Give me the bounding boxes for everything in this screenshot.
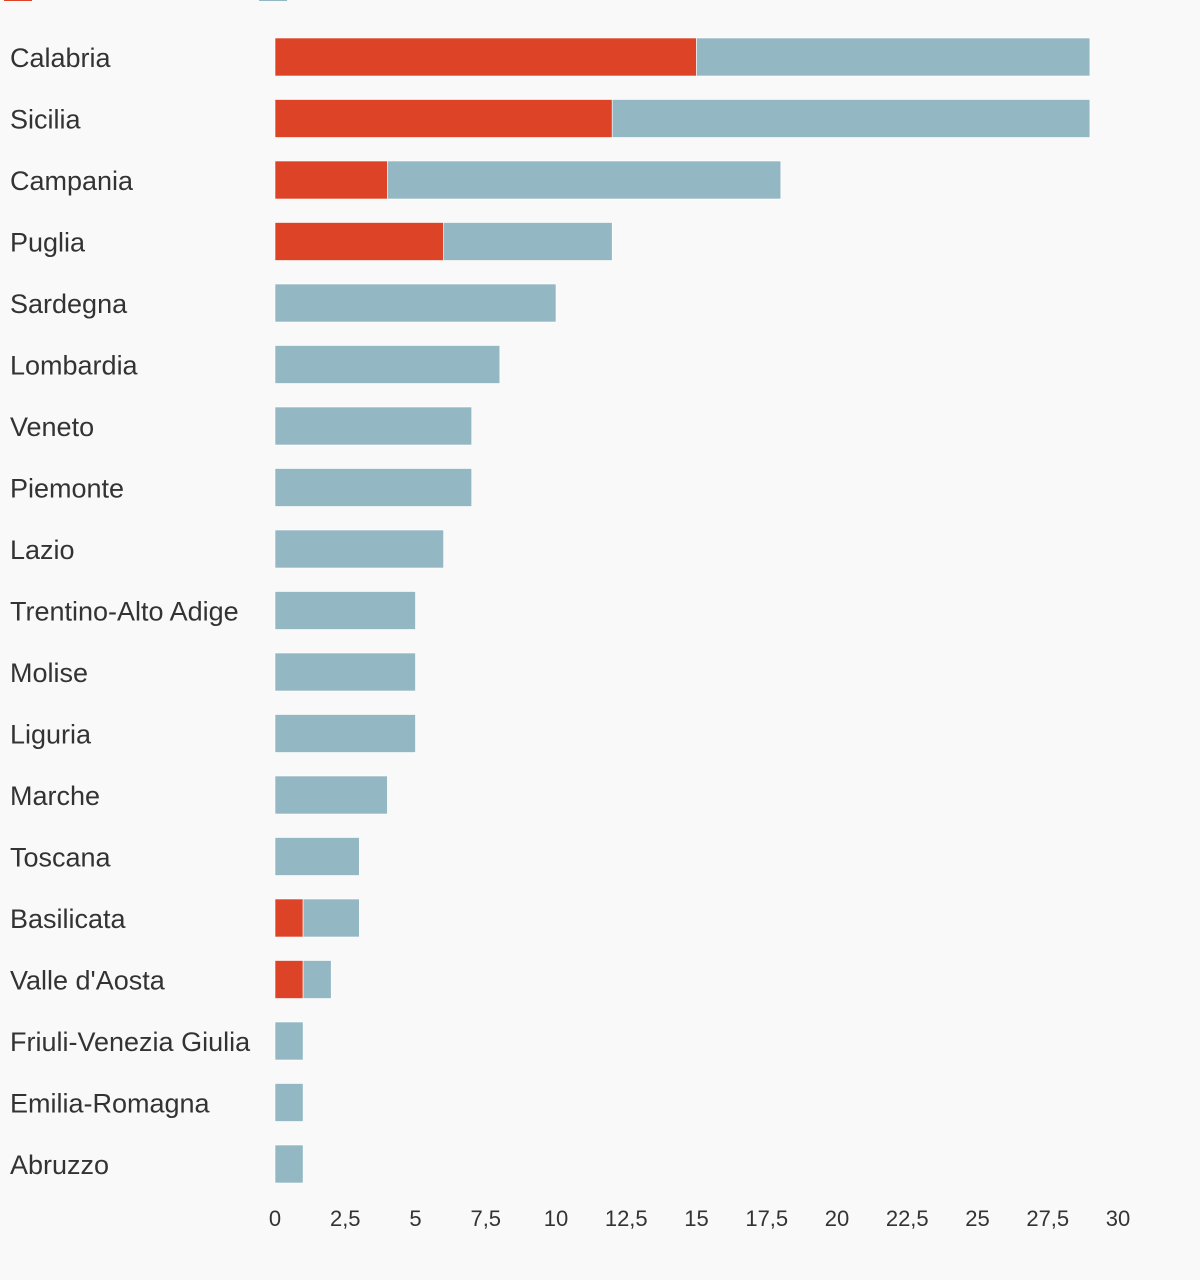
category-label-valle-d-aosta: Valle d'Aosta xyxy=(10,966,166,996)
bar-puglia-infiltraz-criminali xyxy=(274,222,444,261)
bar-puglia-altro xyxy=(443,222,613,261)
bar-abruzzo-altro xyxy=(274,1144,304,1184)
bar-piemonte-altro xyxy=(274,468,472,507)
legend: Infiltraz. criminali Altro xyxy=(4,0,353,1)
x-tick-label: 0 xyxy=(269,1206,281,1231)
x-tick-label: 27,5 xyxy=(1026,1206,1069,1231)
category-label-molise: Molise xyxy=(10,658,88,688)
category-label-lazio: Lazio xyxy=(10,535,75,565)
bars xyxy=(274,37,1091,1184)
category-label-marche: Marche xyxy=(10,781,100,811)
bar-campania-altro xyxy=(387,160,782,200)
legend-label-infiltraz-criminali: Infiltraz. criminali xyxy=(42,0,243,1)
bar-lombardia-altro xyxy=(274,345,501,384)
category-label-puglia: Puglia xyxy=(10,228,86,258)
bar-marche-altro xyxy=(274,775,388,815)
bar-campania-infiltraz-criminali xyxy=(274,160,388,200)
bar-emilia-romagna-altro xyxy=(274,1083,304,1122)
category-label-piemonte: Piemonte xyxy=(10,474,124,504)
legend-label-altro: Altro xyxy=(297,0,353,1)
x-axis: 0 2,5 5 7,5 10 12,5 15 17,5 20 22,5 25 27,5 30 xyxy=(269,1206,1130,1231)
x-tick-label: 17,5 xyxy=(745,1206,788,1231)
category-label-basilicata: Basilicata xyxy=(10,904,127,934)
bar-friuli-venezia-giulia-altro xyxy=(274,1021,304,1061)
category-label-sardegna: Sardegna xyxy=(10,289,128,319)
x-tick-label: 15 xyxy=(684,1206,708,1231)
x-tick-label: 10 xyxy=(544,1206,568,1231)
bar-trentino-alto-adige-altro xyxy=(274,591,416,630)
legend-swatch-altro xyxy=(259,0,288,1)
category-label-liguria: Liguria xyxy=(10,720,92,750)
bar-lazio-altro xyxy=(274,529,444,569)
x-tick-label: 2,5 xyxy=(330,1206,361,1231)
x-tick-label: 22,5 xyxy=(886,1206,929,1231)
bar-valle-d-aosta-altro xyxy=(302,960,332,999)
bar-basilicata-altro xyxy=(302,898,360,938)
bar-liguria-altro xyxy=(274,714,416,753)
x-tick-label: 5 xyxy=(409,1206,421,1231)
bar-toscana-altro xyxy=(274,837,360,876)
x-tick-label: 30 xyxy=(1106,1206,1130,1231)
category-label-friuli-venezia-giulia: Friuli-Venezia Giulia xyxy=(10,1027,251,1057)
bar-calabria-altro xyxy=(696,37,1091,77)
category-labels: Calabria Sicilia Campania Puglia Sardegna Lom… xyxy=(10,43,251,1180)
x-tick-label: 7,5 xyxy=(470,1206,501,1231)
category-label-toscana: Toscana xyxy=(10,843,112,873)
category-label-campania: Campania xyxy=(10,166,134,196)
category-label-emilia-romagna: Emilia-Romagna xyxy=(10,1089,211,1119)
x-tick-label: 25 xyxy=(965,1206,989,1231)
category-label-trentino-alto-adige: Trentino-Alto Adige xyxy=(10,597,239,627)
bar-veneto-altro xyxy=(274,406,472,446)
category-label-sicilia: Sicilia xyxy=(10,105,82,135)
legend-swatch-infiltraz-criminali xyxy=(4,0,32,1)
bar-sicilia-altro xyxy=(611,99,1091,138)
bar-sicilia-infiltraz-criminali xyxy=(274,99,613,138)
bar-molise-altro xyxy=(274,652,416,692)
bar-valle-d-aosta-infiltraz-criminali xyxy=(274,960,304,999)
category-label-lombardia: Lombardia xyxy=(10,351,139,381)
bar-calabria-infiltraz-criminali xyxy=(274,37,697,77)
category-label-veneto: Veneto xyxy=(10,412,94,442)
category-label-abruzzo: Abruzzo xyxy=(10,1150,109,1180)
x-tick-label: 12,5 xyxy=(605,1206,648,1231)
category-label-calabria: Calabria xyxy=(10,43,112,73)
bar-basilicata-infiltraz-criminali xyxy=(274,898,304,938)
x-tick-label: 20 xyxy=(825,1206,849,1231)
bar-sardegna-altro xyxy=(274,283,557,323)
